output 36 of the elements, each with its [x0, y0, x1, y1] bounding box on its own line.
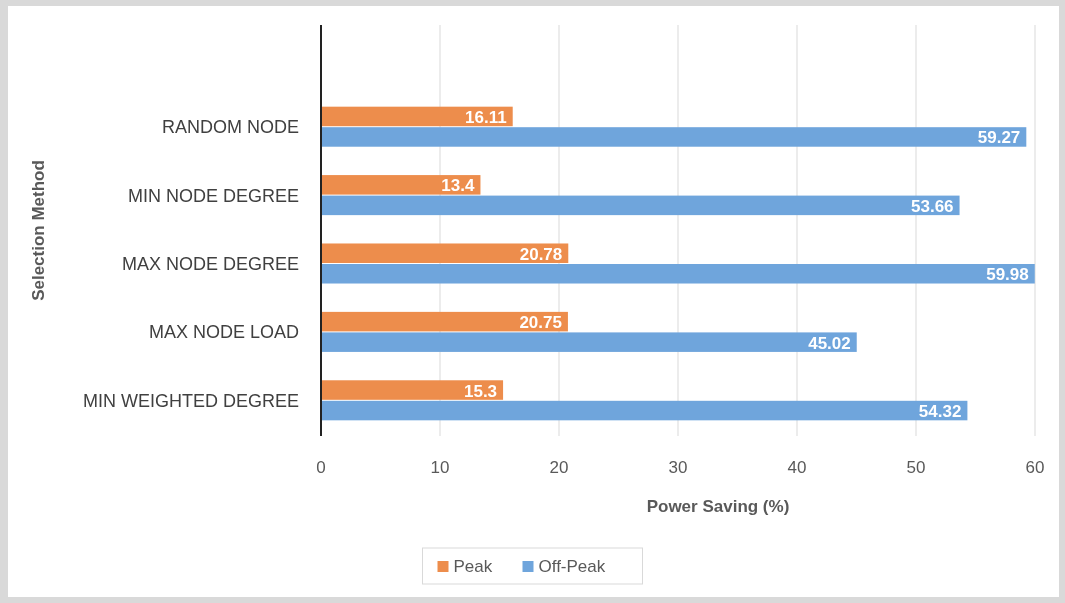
x-tick-label: 30 [668, 458, 688, 477]
x-tick-label: 40 [787, 458, 807, 477]
bar [321, 243, 569, 263]
y-tick-label: MIN NODE DEGREE [127, 185, 299, 206]
data-label: 20.78 [519, 244, 563, 264]
data-label: 15.3 [463, 381, 498, 401]
x-tick-label: 0 [316, 458, 326, 477]
y-tick-label: MAX NODE DEGREE [121, 254, 299, 274]
data-label: 16.11 [465, 107, 507, 127]
data-label: 59.98 [986, 265, 1029, 285]
data-label: 20.75 [519, 313, 562, 333]
data-label: 59.27 [977, 128, 1021, 148]
x-tick-label: 10 [430, 458, 450, 477]
legend-label: Off-Peak [538, 557, 606, 576]
legend-label: Peak [453, 557, 493, 576]
bar [321, 311, 568, 332]
bar [321, 264, 1035, 284]
bar [321, 127, 1027, 147]
x-tick-label: 20 [549, 458, 569, 477]
bar [321, 195, 960, 216]
bar [321, 332, 857, 352]
data-label: 13.4 [441, 176, 475, 196]
x-tick-label: 50 [906, 458, 926, 477]
y-tick-label: MIN WEIGHTED DEGREE [82, 390, 299, 411]
x-tick-label: 60 [1025, 458, 1045, 477]
y-tick-label: MAX NODE LOAD [148, 322, 299, 343]
bar [321, 380, 504, 400]
data-label: 54.32 [918, 402, 962, 422]
bar [321, 106, 513, 127]
x-axis-title: Power Saving (%) [646, 497, 790, 516]
bar [321, 400, 968, 421]
y-tick-label: RANDOM NODE [161, 117, 299, 138]
data-label: 45.02 [808, 333, 851, 353]
data-label: 53.66 [911, 196, 954, 216]
y-axis-title: Selection Method [29, 160, 48, 301]
bar [321, 175, 481, 195]
